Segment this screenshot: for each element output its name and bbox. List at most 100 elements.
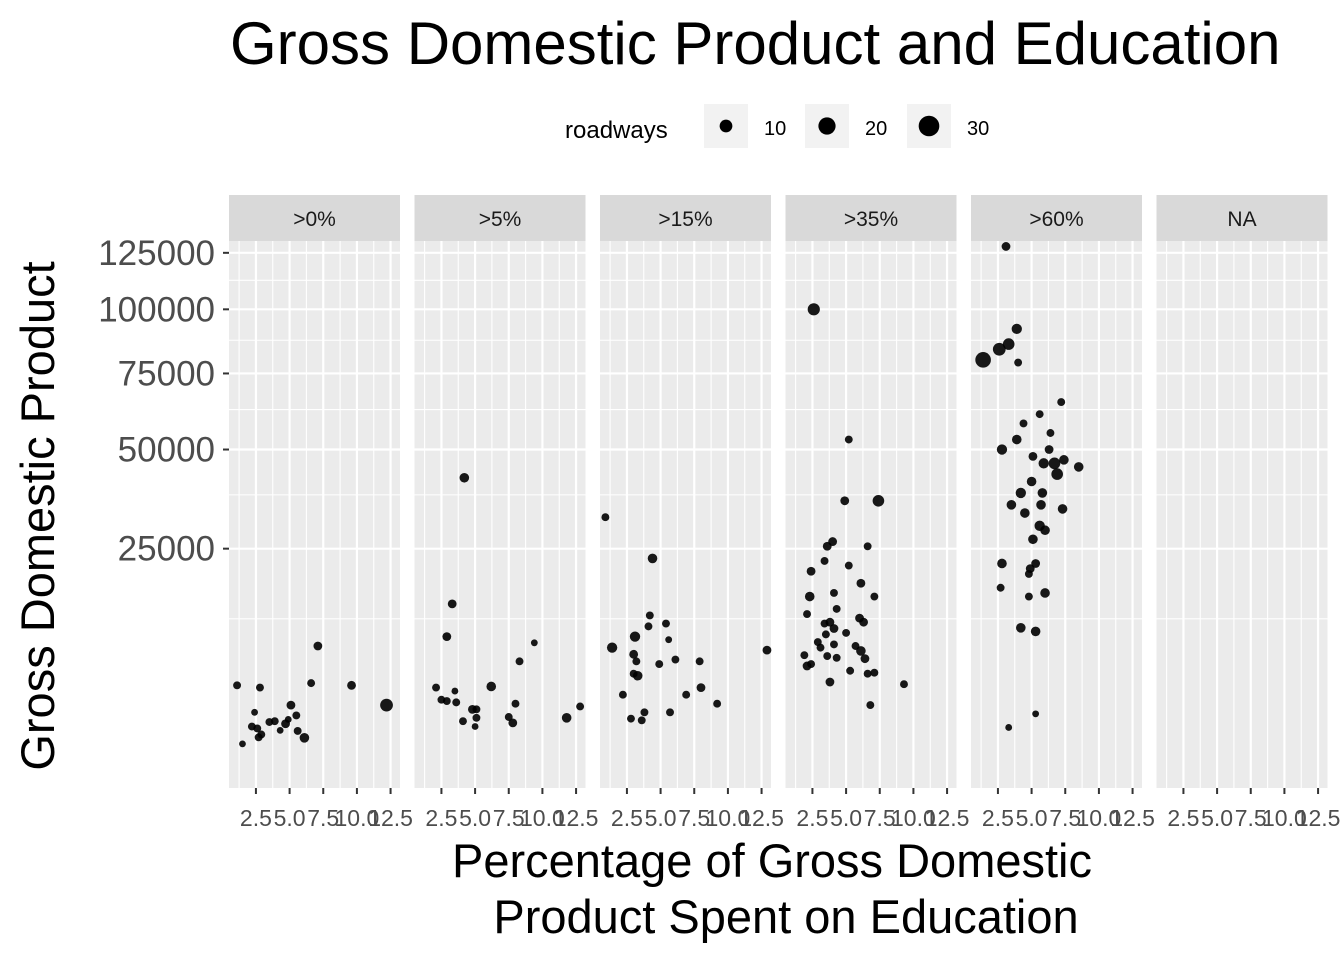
x-tick-label: 5.0 — [274, 805, 306, 831]
x-tick-label: 5.0 — [1016, 805, 1048, 831]
data-point — [254, 733, 263, 742]
data-point — [471, 723, 479, 730]
data-point — [1040, 525, 1050, 536]
panel-background — [414, 241, 586, 788]
data-point — [1028, 534, 1038, 545]
data-point — [637, 716, 646, 725]
data-point — [996, 444, 1008, 455]
data-point — [856, 578, 866, 588]
data-point — [828, 537, 838, 546]
data-point — [281, 719, 290, 729]
data-point — [1044, 445, 1054, 454]
facet-panel: >35% 2.5 5.0 7.510.012.5 — [785, 195, 969, 831]
data-point — [806, 566, 816, 576]
data-point — [844, 435, 853, 444]
legend-label: 20 — [865, 118, 887, 140]
legend-size-point — [719, 119, 733, 133]
data-point — [866, 701, 875, 710]
x-tick-label: 7.5 — [493, 805, 525, 831]
data-point — [251, 708, 258, 716]
data-point — [975, 352, 991, 368]
y-tick-label: 100000 — [98, 290, 215, 329]
data-point — [313, 641, 323, 651]
data-point — [844, 561, 853, 570]
data-point — [804, 591, 815, 602]
data-point — [1024, 569, 1033, 578]
x-tick-label: 2.5 — [425, 805, 457, 831]
data-point — [695, 657, 704, 666]
data-point — [511, 699, 520, 708]
y-axis: 25000 50000 75000 100000 125000 — [98, 234, 229, 569]
data-point — [696, 683, 706, 692]
facet-strip-label: >60% — [1029, 208, 1083, 231]
facet-strip — [229, 195, 400, 241]
y-tick-label: 75000 — [118, 354, 215, 393]
data-point — [803, 610, 811, 619]
data-point — [647, 553, 658, 564]
data-point — [713, 699, 722, 708]
data-point — [997, 558, 1007, 569]
data-point — [832, 653, 841, 662]
data-point — [1031, 559, 1041, 568]
data-point — [1030, 626, 1041, 637]
x-axis-title-line-2: Product Spent on Education — [493, 890, 1078, 943]
data-point — [832, 604, 841, 613]
data-point — [666, 708, 674, 717]
x-tick-label: 7.5 — [307, 805, 339, 831]
series-points — [975, 242, 1084, 731]
data-point — [842, 628, 851, 637]
size-legend: roadways 10 20 30 — [565, 104, 989, 148]
y-tick-label: 125000 — [98, 234, 215, 273]
data-point — [846, 666, 855, 675]
data-point — [618, 690, 627, 699]
x-tick-label: 10.0 — [1262, 805, 1307, 831]
facet-strip-label: >5% — [479, 208, 522, 231]
data-point — [1051, 468, 1063, 480]
data-point — [508, 718, 518, 728]
x-tick-label: 10.0 — [520, 805, 565, 831]
data-point — [1020, 508, 1030, 518]
x-tick-label: 2.5 — [240, 805, 272, 831]
facet-strip — [971, 195, 1142, 241]
facet-panel: >0% 2.5 5.0 7.510.012.5 — [229, 195, 413, 831]
data-point — [632, 657, 641, 666]
data-point — [820, 557, 829, 565]
data-point — [807, 660, 816, 669]
x-tick-label: 2.5 — [982, 805, 1014, 831]
data-point — [627, 714, 635, 723]
data-point — [239, 740, 246, 748]
x-tick-label: 12.5 — [739, 805, 784, 831]
data-point — [561, 713, 572, 723]
data-point — [1016, 623, 1026, 633]
series-points — [432, 472, 585, 730]
x-tick-label: 5.0 — [1201, 805, 1233, 831]
facet-strip-label: >15% — [658, 208, 712, 231]
data-point — [1011, 434, 1022, 445]
data-point — [442, 697, 451, 705]
x-tick-label: 12.5 — [554, 805, 599, 831]
data-point — [1002, 338, 1015, 350]
data-point — [830, 589, 838, 597]
facet-panel: >15% 2.5 5.0 7.510.012.5 — [600, 195, 784, 831]
data-point — [762, 645, 772, 655]
data-point — [816, 643, 825, 652]
data-point — [447, 599, 457, 609]
x-tick-label: 10.0 — [1077, 805, 1122, 831]
data-point — [1035, 410, 1044, 419]
panel-background — [600, 241, 771, 788]
panel-background — [971, 241, 1142, 788]
data-point — [1011, 323, 1022, 335]
data-point — [1032, 710, 1040, 718]
panel-background — [229, 241, 400, 788]
data-point — [1040, 588, 1050, 598]
facet-panels: >0%2.5 5.0 7.510.012.5>5%2.5 5.0 7.510.012.5… — [229, 195, 1340, 831]
data-point — [233, 681, 242, 690]
data-point — [601, 513, 610, 522]
data-point — [307, 679, 316, 688]
data-point — [1059, 455, 1069, 465]
x-tick-label: 12.5 — [368, 805, 413, 831]
legend-size-point — [818, 117, 836, 135]
data-point — [515, 657, 524, 666]
data-point — [459, 717, 467, 726]
data-point — [829, 624, 839, 633]
